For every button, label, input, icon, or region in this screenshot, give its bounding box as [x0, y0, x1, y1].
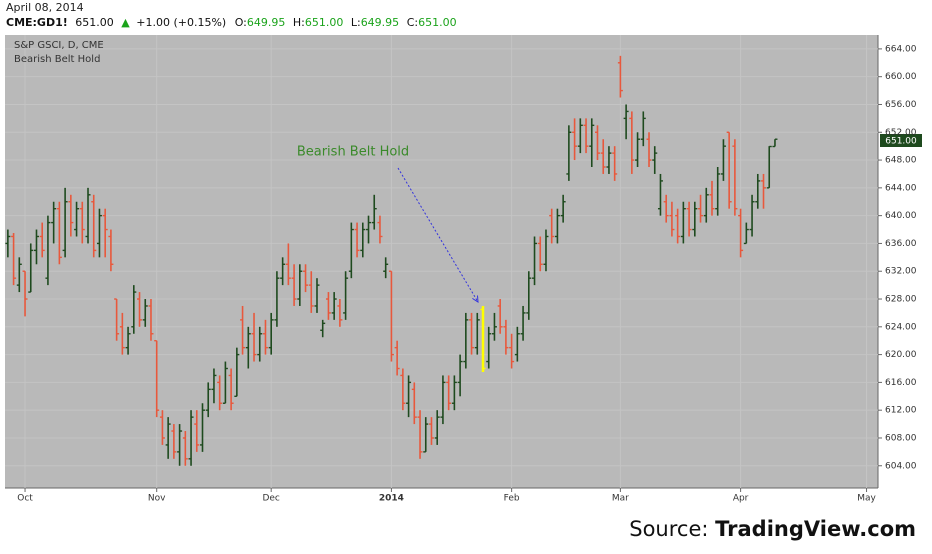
price-tag-label: 651.00	[885, 137, 917, 147]
y-tick-label: 624.00	[885, 322, 917, 332]
x-tick-label: 2014	[379, 494, 404, 504]
price-tag	[880, 134, 922, 147]
change: +1.00 (+0.15%)	[136, 16, 226, 29]
x-tick-label: Feb	[504, 494, 520, 504]
y-tick-label: 604.00	[885, 461, 917, 471]
y-tick-label: 632.00	[885, 267, 917, 277]
date: April 08, 2014	[6, 1, 84, 14]
header-line: CME:GD1! 651.00 ▲ +1.00 (+0.15%) O:649.9…	[6, 16, 457, 29]
y-tick-label: 616.00	[885, 378, 917, 388]
y-tick-label: 664.00	[885, 44, 917, 54]
annotation: Bearish Belt Hold	[297, 145, 409, 160]
high-label: H:	[293, 16, 305, 29]
source: Source: TradingView.com	[629, 517, 916, 541]
symbol: CME:GD1!	[6, 16, 68, 29]
open-label: O:	[235, 16, 247, 29]
y-tick-label: 656.00	[885, 100, 917, 110]
chart-title: S&P GSCI, D, CME	[14, 40, 104, 51]
up-arrow: ▲	[121, 16, 130, 29]
last: 651.00	[75, 16, 114, 29]
y-tick-label: 640.00	[885, 211, 917, 221]
x-tick-label: Oct	[17, 494, 33, 504]
y-tick-label: 652.00	[885, 128, 917, 138]
y-tick-label: 628.00	[885, 295, 917, 305]
source-name: TradingView.com	[715, 517, 916, 541]
source-prefix: Source:	[629, 517, 708, 541]
y-tick-label: 608.00	[885, 433, 917, 443]
x-tick-label: May	[857, 494, 876, 504]
y-tick-label: 636.00	[885, 239, 917, 249]
high: 651.00	[305, 16, 344, 29]
y-tick-label: 648.00	[885, 156, 917, 166]
x-tick-label: Nov	[148, 494, 166, 504]
bars	[5, 55, 778, 466]
open: 649.95	[247, 16, 286, 29]
chart-subtitle: Bearish Belt Hold	[14, 54, 100, 65]
x-tick-label: Dec	[262, 494, 279, 504]
x-tick-label: Mar	[612, 494, 629, 504]
grid	[5, 35, 878, 488]
x-tick-label: Apr	[733, 494, 749, 504]
close-label: C:	[407, 16, 418, 29]
plot-bg	[5, 35, 878, 488]
y-tick-label: 644.00	[885, 183, 917, 193]
y-tick-label: 612.00	[885, 406, 917, 416]
y-tick-label: 620.00	[885, 350, 917, 360]
low-label: L:	[351, 16, 361, 29]
close: 651.00	[418, 16, 457, 29]
y-tick-label: 660.00	[885, 72, 917, 82]
low: 649.95	[361, 16, 400, 29]
